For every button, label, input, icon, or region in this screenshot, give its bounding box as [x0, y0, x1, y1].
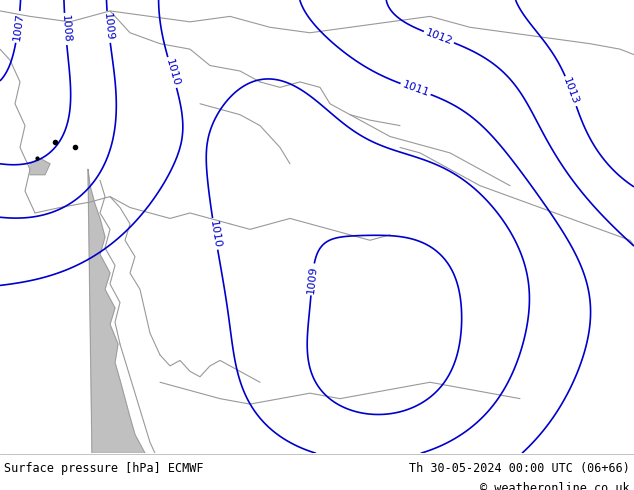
Text: 1007: 1007 — [11, 12, 25, 42]
Text: Surface pressure [hPa] ECMWF: Surface pressure [hPa] ECMWF — [4, 462, 204, 475]
Text: 1011: 1011 — [401, 79, 430, 98]
Text: 1009: 1009 — [306, 265, 319, 294]
Text: Th 30-05-2024 00:00 UTC (06+66): Th 30-05-2024 00:00 UTC (06+66) — [409, 462, 630, 475]
Polygon shape — [88, 169, 145, 453]
Text: 1010: 1010 — [208, 219, 223, 248]
Text: © weatheronline.co.uk: © weatheronline.co.uk — [481, 482, 630, 490]
Polygon shape — [30, 158, 50, 175]
Text: 1012: 1012 — [424, 27, 454, 47]
Text: 1008: 1008 — [60, 15, 72, 43]
Text: 1010: 1010 — [164, 58, 181, 87]
Text: 1013: 1013 — [562, 76, 581, 106]
Text: 1009: 1009 — [102, 12, 115, 41]
